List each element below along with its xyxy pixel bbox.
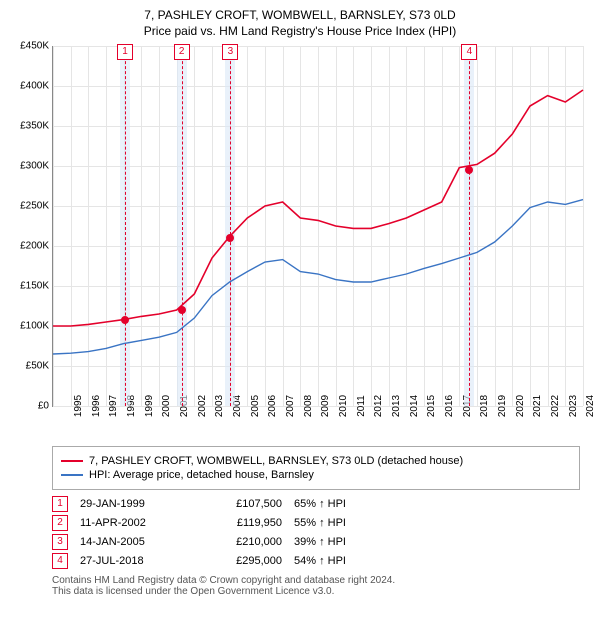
series-line [53, 90, 583, 326]
marker-number-box: 4 [52, 553, 68, 569]
marker-number-box: 3 [52, 534, 68, 550]
y-axis-label: £50K [26, 361, 53, 372]
chart-area: £0£50K£100K£150K£200K£250K£300K£350K£400… [52, 46, 582, 406]
y-axis-label: £100K [20, 321, 53, 332]
series-line [53, 200, 583, 354]
sale-price: £119,950 [202, 517, 282, 529]
legend-swatch [61, 460, 83, 462]
sale-date: 14-JAN-2005 [80, 536, 190, 548]
legend-label: 7, PASHLEY CROFT, WOMBWELL, BARNSLEY, S7… [89, 455, 463, 467]
sale-pct: 54% ↑ HPI [294, 555, 394, 567]
y-axis-label: £250K [20, 201, 53, 212]
sale-pct: 39% ↑ HPI [294, 536, 394, 548]
subtitle: Price paid vs. HM Land Registry's House … [12, 24, 588, 38]
marker-number-box: 2 [52, 515, 68, 531]
table-row: 2 11-APR-2002 £119,950 55% ↑ HPI [52, 515, 580, 531]
y-axis-label: £0 [38, 401, 53, 412]
sale-pct: 65% ↑ HPI [294, 498, 394, 510]
table-row: 3 14-JAN-2005 £210,000 39% ↑ HPI [52, 534, 580, 550]
x-axis-label: 2025 [583, 395, 600, 417]
series-svg [53, 46, 583, 406]
title-block: 7, PASHLEY CROFT, WOMBWELL, BARNSLEY, S7… [12, 8, 588, 38]
sale-price: £210,000 [202, 536, 282, 548]
sale-price: £295,000 [202, 555, 282, 567]
table-row: 1 29-JAN-1999 £107,500 65% ↑ HPI [52, 496, 580, 512]
y-axis-label: £150K [20, 281, 53, 292]
footer-line2: This data is licensed under the Open Gov… [52, 586, 580, 597]
y-axis-label: £200K [20, 241, 53, 252]
legend-label: HPI: Average price, detached house, Barn… [89, 469, 314, 481]
footer-line1: Contains HM Land Registry data © Crown c… [52, 575, 580, 586]
legend: 7, PASHLEY CROFT, WOMBWELL, BARNSLEY, S7… [52, 446, 580, 490]
footer: Contains HM Land Registry data © Crown c… [52, 575, 580, 597]
marker-table: 1 29-JAN-1999 £107,500 65% ↑ HPI 2 11-APR-200… [52, 496, 580, 569]
sale-pct: 55% ↑ HPI [294, 517, 394, 529]
sale-price: £107,500 [202, 498, 282, 510]
plot-area: £0£50K£100K£150K£200K£250K£300K£350K£400… [52, 46, 583, 407]
gridline-v [583, 46, 584, 406]
y-axis-label: £350K [20, 121, 53, 132]
chart-container: 7, PASHLEY CROFT, WOMBWELL, BARNSLEY, S7… [0, 0, 600, 620]
y-axis-label: £300K [20, 161, 53, 172]
sale-date: 11-APR-2002 [80, 517, 190, 529]
sale-date: 29-JAN-1999 [80, 498, 190, 510]
address-title: 7, PASHLEY CROFT, WOMBWELL, BARNSLEY, S7… [12, 8, 588, 22]
y-axis-label: £400K [20, 81, 53, 92]
legend-row: HPI: Average price, detached house, Barn… [61, 469, 571, 481]
legend-swatch [61, 474, 83, 476]
y-axis-label: £450K [20, 41, 53, 52]
table-row: 4 27-JUL-2018 £295,000 54% ↑ HPI [52, 553, 580, 569]
legend-row: 7, PASHLEY CROFT, WOMBWELL, BARNSLEY, S7… [61, 455, 571, 467]
marker-number-box: 1 [52, 496, 68, 512]
sale-date: 27-JUL-2018 [80, 555, 190, 567]
